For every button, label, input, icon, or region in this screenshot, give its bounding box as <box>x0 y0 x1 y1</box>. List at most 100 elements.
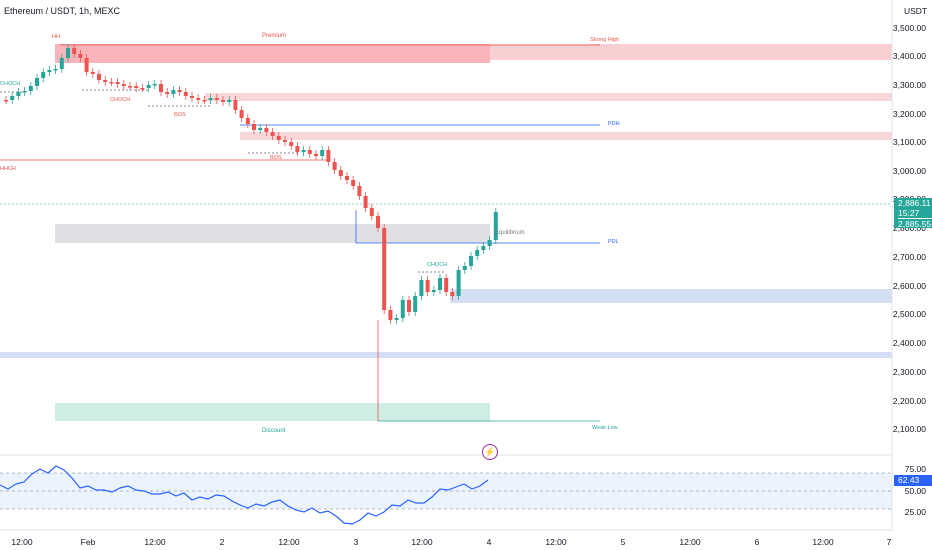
candle-body <box>16 92 21 96</box>
candle-body <box>171 90 176 94</box>
candles-group[interactable] <box>4 44 498 421</box>
rsi-line[interactable] <box>0 465 489 525</box>
candle-body <box>4 100 8 102</box>
candle-body <box>59 58 64 69</box>
candle-body <box>78 54 83 58</box>
pdl-label: PDL <box>608 239 619 245</box>
price-tick: 3,500.00 <box>892 23 926 33</box>
candle-body <box>376 216 380 228</box>
candle-body <box>270 132 275 136</box>
candle-body <box>121 84 126 86</box>
choch-label-right: CHOCH <box>427 262 448 268</box>
candle-body <box>462 266 467 270</box>
candle-body <box>363 196 368 208</box>
time-tick: 12:00 <box>812 537 834 547</box>
rsi-tick: 25.00 <box>904 507 926 517</box>
candle-body <box>357 186 362 196</box>
price-tick: 3,300.00 <box>892 80 926 90</box>
bos-label-2: BOS <box>270 155 282 161</box>
time-tick: 12:00 <box>545 537 567 547</box>
strong-high-label: Strong High <box>590 37 620 43</box>
candle-body <box>475 250 480 256</box>
bos-label-1: BOS <box>174 112 186 118</box>
price-axis[interactable]: 3,500.00 3,400.00 3,300.00 3,200.00 3,10… <box>892 0 932 530</box>
candle-body <box>326 150 331 162</box>
premium-label: Premium <box>262 33 287 39</box>
candle-body <box>152 84 157 86</box>
candle-body <box>400 300 405 318</box>
price-tick: 3,400.00 <box>892 51 926 61</box>
hhch-label: HHCH <box>0 166 16 172</box>
rsi-tick: 75.00 <box>904 464 926 474</box>
candle-body <box>295 146 300 152</box>
candle-body <box>332 162 337 170</box>
candle-body <box>159 84 163 92</box>
time-tick: 12:00 <box>411 537 433 547</box>
candle-body <box>103 80 108 82</box>
time-tick: 12:00 <box>11 537 33 547</box>
candle-body <box>41 72 46 78</box>
second-price: 2,885.55 <box>898 218 932 229</box>
rsi-value-badge: 62.43 <box>894 475 932 486</box>
demand-zone <box>450 289 892 303</box>
candle-body <box>487 240 492 246</box>
candle-body <box>196 98 201 100</box>
pdh-label: PDH <box>608 121 620 127</box>
candle-body <box>134 86 139 88</box>
candle-body <box>227 100 232 102</box>
price-tick: 2,500.00 <box>892 309 926 319</box>
candle-body <box>128 86 132 88</box>
candle-body <box>10 96 15 100</box>
price-tick: 2,200.00 <box>892 396 926 406</box>
price-tick: 3,000.00 <box>892 166 926 176</box>
candle-body <box>425 280 430 292</box>
time-tick: 12:00 <box>278 537 300 547</box>
candle-body <box>72 48 77 54</box>
candle-body <box>456 270 461 296</box>
candle-body <box>97 74 101 80</box>
candle-body <box>165 92 170 94</box>
candle-body <box>66 48 70 58</box>
price-tick: 2,100.00 <box>892 424 926 434</box>
time-tick: 4 <box>486 537 492 547</box>
equilibrium-zone <box>55 224 490 243</box>
currency-label[interactable]: USDT <box>904 6 928 16</box>
discount-label: Discount <box>262 428 286 434</box>
time-tick: Feb <box>80 537 96 547</box>
price-tick: 2,400.00 <box>892 338 926 348</box>
candle-body <box>90 72 95 74</box>
price-tick: 2,600.00 <box>892 281 926 291</box>
time-tick: 12:00 <box>679 537 701 547</box>
candle-body <box>276 136 281 140</box>
candle-body <box>252 124 256 130</box>
candle-body <box>115 82 120 84</box>
price-tick: 3,200.00 <box>892 109 926 119</box>
candle-body <box>190 96 194 98</box>
price-tick: 3,100.00 <box>892 137 926 147</box>
candle-body <box>146 85 151 88</box>
candle-body <box>444 278 449 292</box>
candle-body <box>264 128 269 132</box>
candle-body <box>239 110 244 118</box>
candle-body <box>22 91 27 93</box>
candle-body <box>338 170 343 176</box>
candle-body <box>351 180 356 186</box>
price-tick: 2,700.00 <box>892 252 926 262</box>
demand-zone-low <box>0 352 892 358</box>
candle-body <box>320 150 325 156</box>
candle-body <box>140 88 145 90</box>
candle-body <box>314 154 318 156</box>
candle-body <box>258 128 263 130</box>
candle-body <box>413 296 418 312</box>
candle-body <box>301 150 306 152</box>
lightning-icon[interactable]: ⚡ <box>482 444 498 460</box>
candle-body <box>419 280 424 296</box>
candle-body <box>53 69 58 71</box>
candle-body <box>407 300 411 312</box>
candle-body <box>431 290 436 292</box>
candle-body <box>481 246 486 250</box>
price-tick: 2,300.00 <box>892 367 926 377</box>
candle-body <box>345 176 349 180</box>
supply-zone-2 <box>205 93 892 101</box>
